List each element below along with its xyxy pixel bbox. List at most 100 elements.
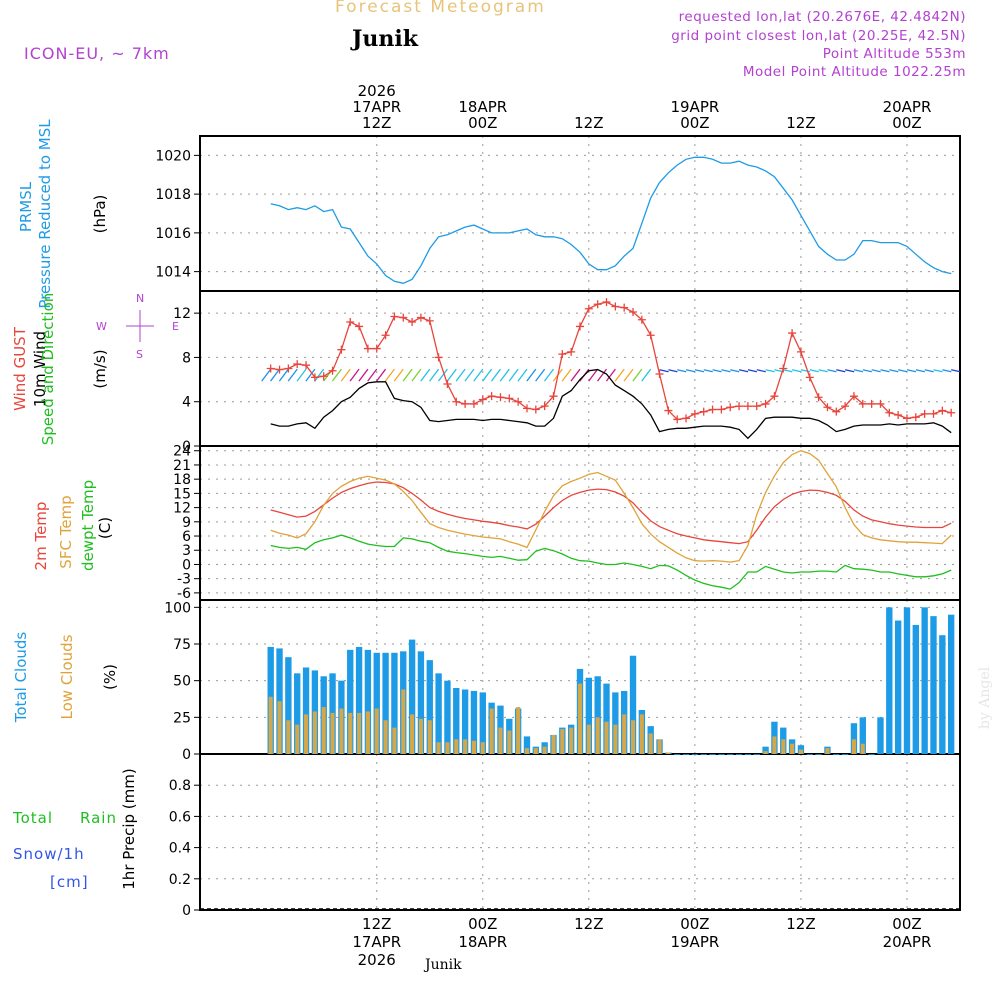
time-label-bottom: 17APR [352, 933, 401, 951]
pressure-line [270, 156, 952, 284]
low-cloud-bar [533, 748, 538, 754]
gust-point [699, 407, 708, 416]
panel-frame [199, 753, 961, 911]
total-cloud-bar [744, 754, 752, 755]
gust-point [726, 403, 735, 412]
low-cloud-bar [604, 721, 609, 754]
low-cloud-bar [790, 743, 795, 754]
gust-point [505, 394, 514, 403]
y-tick-label: 0 [182, 557, 191, 573]
time-label-bottom: 20APR [883, 933, 932, 951]
total-cloud-bar [594, 676, 601, 754]
y-tick-label: 100 [164, 600, 191, 616]
low-cloud-bar [516, 707, 521, 754]
wind-direction-arrow [765, 369, 775, 373]
wind-direction-arrow [809, 369, 819, 373]
low-cloud-bar [365, 711, 370, 754]
wind-direction-arrow [429, 368, 440, 382]
gust-point [372, 344, 381, 353]
low-cloud-bar [622, 714, 627, 754]
gust-point [947, 408, 956, 417]
total-cloud-bar [709, 754, 716, 755]
wind-direction-arrow [437, 368, 448, 382]
wind-direction-arrow [605, 368, 616, 382]
y-tick-label: 6 [182, 529, 191, 545]
gust-point [929, 409, 938, 418]
y-tick-label: 1014 [155, 265, 191, 281]
gust-point [584, 304, 593, 313]
gust-point [399, 313, 408, 322]
low-cloud-bar [577, 683, 583, 754]
wind-direction-arrow [659, 369, 669, 373]
gust-point [796, 347, 805, 356]
wind-direction-arrow [889, 369, 899, 373]
rain-label-rain: Rain [80, 809, 117, 827]
wind-direction-arrow [446, 368, 457, 382]
wind-direction-arrow [543, 368, 555, 382]
gust-point [602, 298, 611, 307]
time-label-top: 00Z [680, 114, 709, 132]
gust-point [788, 329, 797, 338]
low-cloud-bar [286, 720, 291, 754]
gust-point [646, 331, 655, 340]
meteogram-title: Forecast Meteogram [335, 0, 546, 17]
location-title: Junik [352, 26, 418, 52]
gust-point [911, 413, 920, 422]
gust-point [629, 308, 638, 317]
gust-point [425, 316, 434, 325]
total-cloud-bar [674, 754, 681, 755]
wind-direction-arrow [561, 368, 572, 382]
low-cloud-bar [498, 727, 503, 754]
wind-direction-arrow [677, 369, 687, 373]
gust-point [743, 402, 752, 411]
panel-frame [199, 135, 961, 292]
wind-direction-arrow [730, 369, 740, 373]
low-cloud-bar [418, 718, 423, 754]
gust-point [443, 380, 452, 388]
wind-direction-arrow [756, 369, 766, 373]
gust-point [902, 414, 911, 423]
low-cloud-bar [560, 729, 565, 754]
total-cloud-bar [806, 754, 813, 755]
time-label-top: 12Z [362, 114, 391, 132]
wind-direction-arrow [376, 368, 387, 382]
gust-point [841, 402, 850, 411]
requested-coords: requested lon,lat (20.2676E, 42.4842N) [678, 9, 966, 25]
wind-direction-arrow [482, 368, 493, 382]
low-cloud-bar [763, 751, 768, 754]
low-cloud-bar [772, 736, 777, 754]
y-tick-label: 75 [173, 637, 191, 653]
low-cloud-bar [463, 739, 468, 754]
wind-direction-arrow [800, 369, 811, 373]
wind-direction-arrow [783, 369, 793, 373]
time-label-bottom: 00Z [468, 915, 497, 933]
low-cloud-bar [401, 689, 406, 754]
low-cloud-bar [798, 749, 803, 754]
compass-letter: E [172, 320, 179, 333]
total-cloud-bar [585, 677, 593, 754]
low-cloud-bar [312, 711, 317, 754]
total-cloud-bar [850, 723, 858, 754]
low-cloud-bar [648, 733, 653, 754]
total-cloud-bar [921, 607, 928, 754]
wind-direction-arrow [331, 368, 342, 382]
total-cloud-bar [700, 754, 707, 755]
wind-direction-arrow [703, 369, 713, 373]
y-tick-label: 1018 [155, 187, 191, 203]
y-tick-label: 0 [182, 903, 191, 919]
wind-direction-arrow [712, 369, 722, 373]
total-cloud-bar [382, 652, 389, 754]
wind-direction-arrow [296, 368, 307, 382]
wind-direction-arrow [402, 368, 413, 382]
total-cloud-bar [894, 620, 902, 754]
gust-point [452, 397, 461, 406]
time-label-bottom: 12Z [786, 915, 815, 933]
y-tick-label: 15 [173, 486, 191, 502]
gust-point [487, 392, 496, 401]
wind-direction-arrow [340, 368, 351, 382]
wind-direction-arrow [499, 368, 510, 382]
wind-direction-arrow [836, 369, 846, 373]
gust-point [381, 331, 390, 340]
wind-direction-arrow [924, 369, 934, 373]
gust-point [682, 414, 691, 423]
